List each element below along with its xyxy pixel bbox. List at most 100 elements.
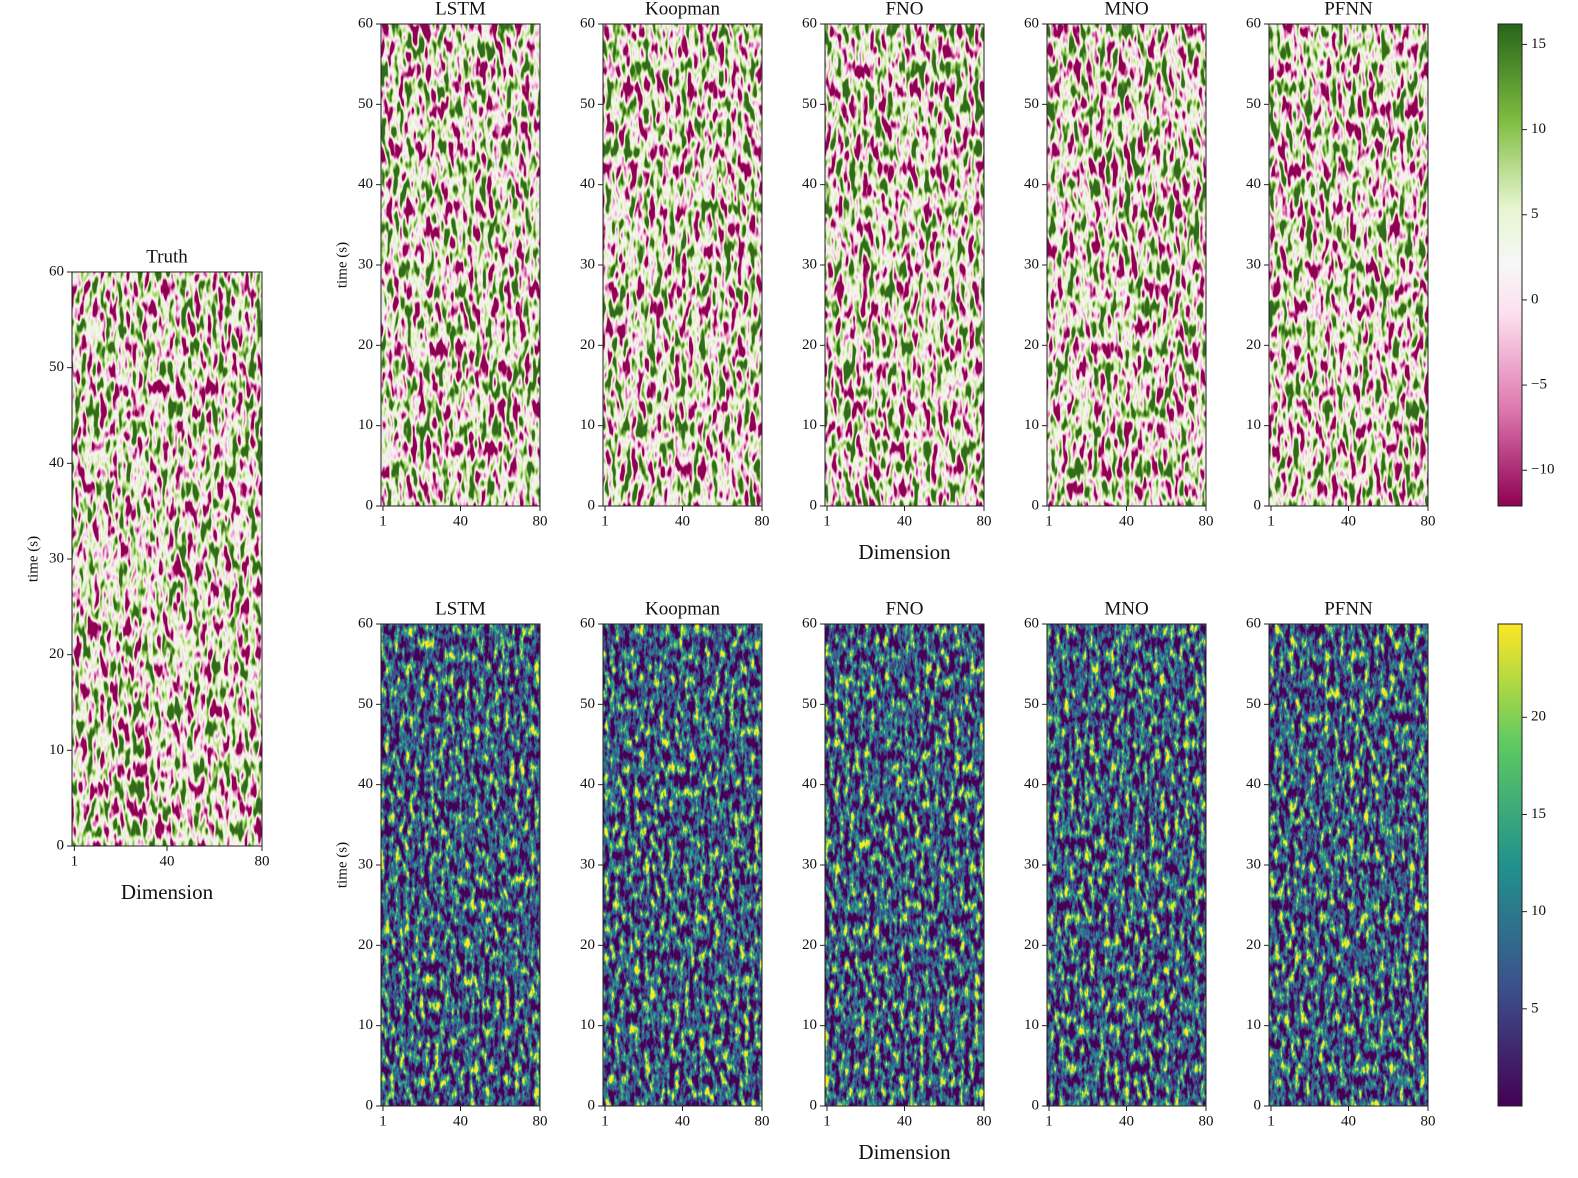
y-tick-label: 0: [588, 497, 596, 513]
y-tick-label: 0: [1254, 497, 1262, 513]
y-tick-label: 0: [1531, 291, 1539, 307]
y-tick-label: 20: [580, 337, 595, 353]
y-tick-label: 60: [1246, 615, 1261, 631]
y-tick-label: 50: [580, 96, 595, 112]
y-tick-label: 10: [1024, 417, 1039, 433]
panel-title: FNO: [885, 598, 923, 619]
y-tick-label: 20: [1024, 937, 1039, 953]
y-tick-label: 20: [49, 646, 64, 662]
y-tick-label: 10: [1024, 1017, 1039, 1033]
y-tick-label: 5: [1531, 1000, 1539, 1016]
y-tick-label: 10: [1531, 121, 1546, 137]
panel-title: MNO: [1104, 598, 1148, 619]
y-tick-label: 60: [1024, 615, 1039, 631]
y-tick-label: 50: [358, 96, 373, 112]
heatmap: [381, 24, 540, 506]
y-tick-label: 60: [802, 615, 817, 631]
y-tick-label: 20: [1246, 337, 1261, 353]
x-tick-label: 40: [675, 1113, 690, 1129]
x-axis-label: Dimension: [858, 1140, 951, 1164]
y-tick-label: 10: [1531, 903, 1546, 919]
y-tick-label: 20: [358, 937, 373, 953]
x-tick-label: 40: [1341, 513, 1356, 529]
y-tick-label: 30: [1024, 856, 1039, 872]
heatmap: [72, 272, 262, 846]
x-tick-label: 40: [897, 1113, 912, 1129]
x-tick-label: 40: [897, 513, 912, 529]
y-tick-label: 50: [358, 696, 373, 712]
heatmap: [603, 24, 762, 506]
panel-title: LSTM: [435, 598, 486, 619]
x-tick-label: 1: [823, 513, 831, 529]
x-tick-label: 1: [1045, 1113, 1053, 1129]
y-tick-label: 40: [358, 176, 373, 192]
y-tick-label: 50: [580, 696, 595, 712]
y-tick-label: 0: [57, 837, 65, 853]
x-tick-label: 1: [823, 1113, 831, 1129]
y-tick-label: 60: [580, 15, 595, 31]
x-tick-label: 40: [160, 853, 175, 869]
x-tick-label: 80: [1421, 513, 1436, 529]
x-tick-label: 80: [533, 1113, 548, 1129]
y-tick-label: 10: [1246, 417, 1261, 433]
y-tick-label: 30: [580, 856, 595, 872]
heatmap: [1269, 24, 1428, 506]
y-tick-label: 30: [358, 856, 373, 872]
x-tick-label: 80: [977, 513, 992, 529]
y-tick-label: 60: [49, 263, 64, 279]
panel-title: PFNN: [1324, 0, 1373, 19]
y-tick-label: 50: [1024, 696, 1039, 712]
y-tick-label: 60: [1246, 15, 1261, 31]
y-tick-label: 15: [1531, 36, 1546, 52]
y-tick-label: 40: [1246, 776, 1261, 792]
panel-title: PFNN: [1324, 598, 1373, 619]
y-axis-label: time (s): [334, 842, 350, 888]
y-tick-label: 30: [1246, 856, 1261, 872]
y-tick-label: 0: [810, 497, 818, 513]
y-tick-label: 30: [1024, 256, 1039, 272]
x-tick-label: 40: [675, 513, 690, 529]
heatmap: [381, 624, 540, 1106]
y-tick-label: 30: [802, 856, 817, 872]
x-tick-label: 80: [1199, 1113, 1214, 1129]
y-tick-label: 0: [1254, 1097, 1262, 1113]
y-tick-label: −10: [1531, 462, 1554, 478]
heatmap: [1047, 24, 1206, 506]
x-axis-label: Dimension: [121, 880, 214, 904]
y-tick-label: 15: [1531, 806, 1546, 822]
y-tick-label: 60: [1024, 15, 1039, 31]
panel-title: MNO: [1104, 0, 1148, 19]
y-tick-label: 0: [1032, 497, 1040, 513]
panel-title: LSTM: [435, 0, 486, 19]
y-tick-label: 10: [49, 742, 64, 758]
y-tick-label: 40: [1246, 176, 1261, 192]
heatmap: [1269, 624, 1428, 1106]
y-tick-label: 30: [802, 256, 817, 272]
y-tick-label: 40: [1024, 176, 1039, 192]
x-tick-label: 80: [255, 853, 270, 869]
y-tick-label: 40: [580, 776, 595, 792]
y-tick-label: 10: [802, 1017, 817, 1033]
y-tick-label: 10: [358, 417, 373, 433]
y-tick-label: 30: [1246, 256, 1261, 272]
y-tick-label: 30: [358, 256, 373, 272]
y-tick-label: 50: [1246, 96, 1261, 112]
y-tick-label: 50: [802, 696, 817, 712]
y-tick-label: 30: [49, 550, 64, 566]
x-tick-label: 80: [1199, 513, 1214, 529]
y-tick-label: 0: [810, 1097, 818, 1113]
y-tick-label: 20: [358, 337, 373, 353]
x-tick-label: 1: [379, 513, 387, 529]
heatmap: [1047, 624, 1206, 1106]
y-tick-label: 0: [366, 497, 374, 513]
panel-title: Koopman: [645, 598, 720, 619]
colorbar: [1497, 623, 1523, 1107]
y-tick-label: 40: [580, 176, 595, 192]
y-tick-label: 20: [1024, 337, 1039, 353]
y-tick-label: 5: [1531, 206, 1539, 222]
y-tick-label: 10: [358, 1017, 373, 1033]
y-tick-label: 60: [358, 615, 373, 631]
y-tick-label: 20: [802, 337, 817, 353]
y-tick-label: 50: [802, 96, 817, 112]
